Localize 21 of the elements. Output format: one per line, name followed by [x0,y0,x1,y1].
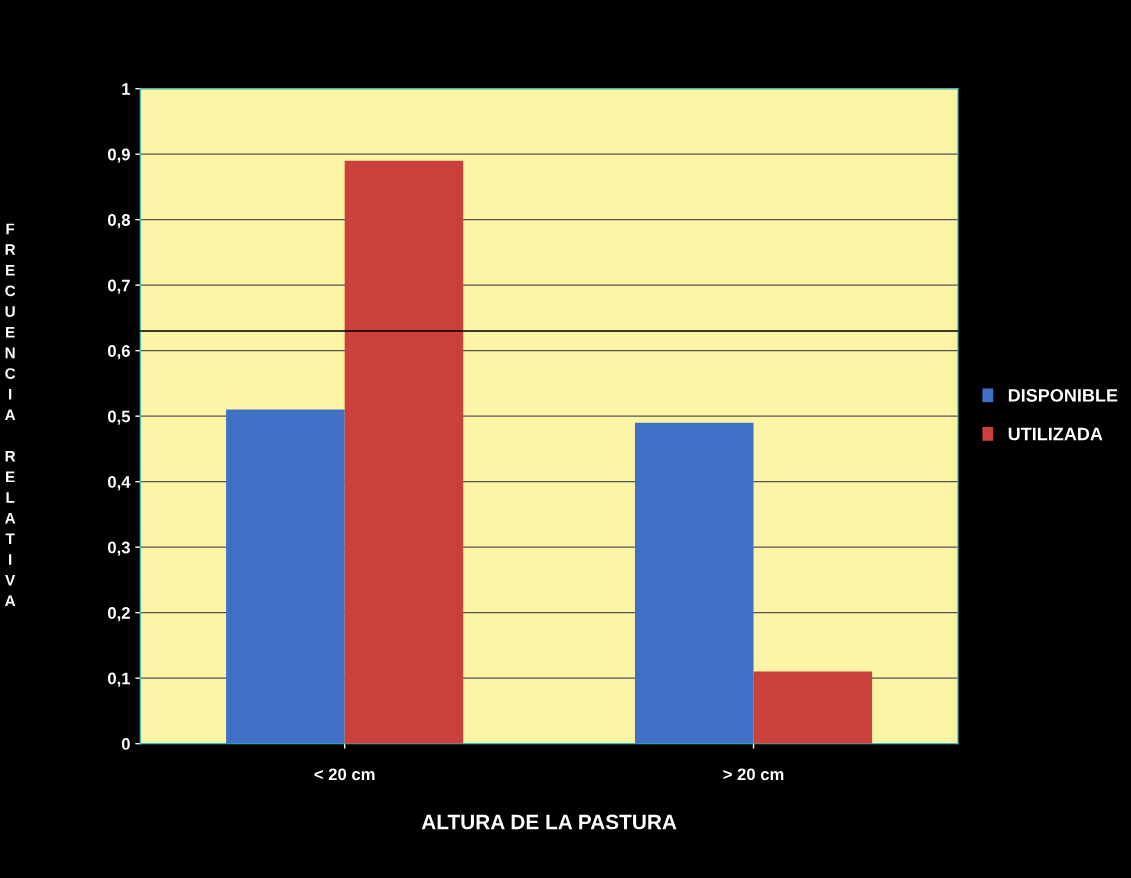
bar [753,671,873,744]
y-tick-label: 0,4 [108,476,131,491]
y-tick-label: 0,3 [108,541,130,556]
y-tick-label: 0,8 [108,214,131,229]
y-tick-label: 0,9 [108,148,130,163]
text: FRECUENCIA RELATIVA [5,223,16,607]
y-tick-label: 0,2 [108,607,130,622]
y-tick-label: 0 [121,738,130,750]
x-tick-label: < 20 cm [314,768,375,781]
x-tick-label: > 20 cm [723,768,784,781]
y-tick-label: 1 [122,83,131,95]
y-tick-label: 0,5 [108,410,131,425]
y-tick-label: 0,6 [108,345,130,360]
legend-label: UTILIZADA [1008,427,1103,441]
x-axis-title: ALTURA DE LA PASTURA [421,814,677,830]
y-tick-label: 0,7 [108,279,130,294]
legend-label: DISPONIBLE [1008,388,1118,402]
y-tick-label: 0,1 [108,672,131,687]
bar [634,422,754,744]
bar [226,409,345,744]
bar [344,160,464,744]
